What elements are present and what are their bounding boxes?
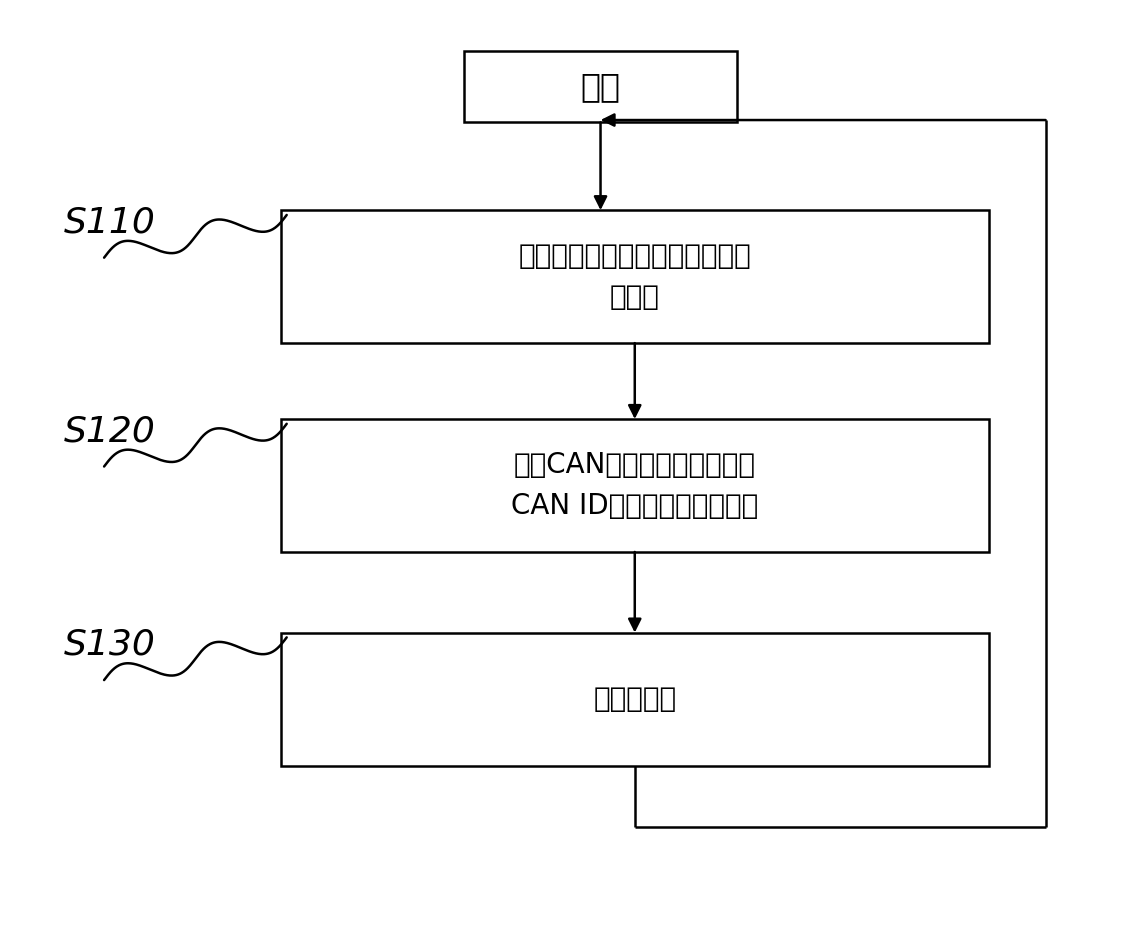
FancyBboxPatch shape [281,210,988,343]
FancyBboxPatch shape [281,419,988,552]
Text: S120: S120 [64,414,156,448]
Text: S110: S110 [64,206,156,240]
Text: 获取外部设备变量名和外部设备
变量值: 获取外部设备变量名和外部设备 变量值 [518,242,752,311]
Text: 开始: 开始 [580,70,620,104]
FancyBboxPatch shape [463,51,738,123]
FancyBboxPatch shape [281,633,988,765]
Text: 确定CAN数据信息组，并获取
CAN ID、数据位及数据长度: 确定CAN数据信息组，并获取 CAN ID、数据位及数据长度 [511,451,758,520]
Text: S130: S130 [64,628,156,662]
Text: 组建数据帧: 组建数据帧 [594,685,676,713]
